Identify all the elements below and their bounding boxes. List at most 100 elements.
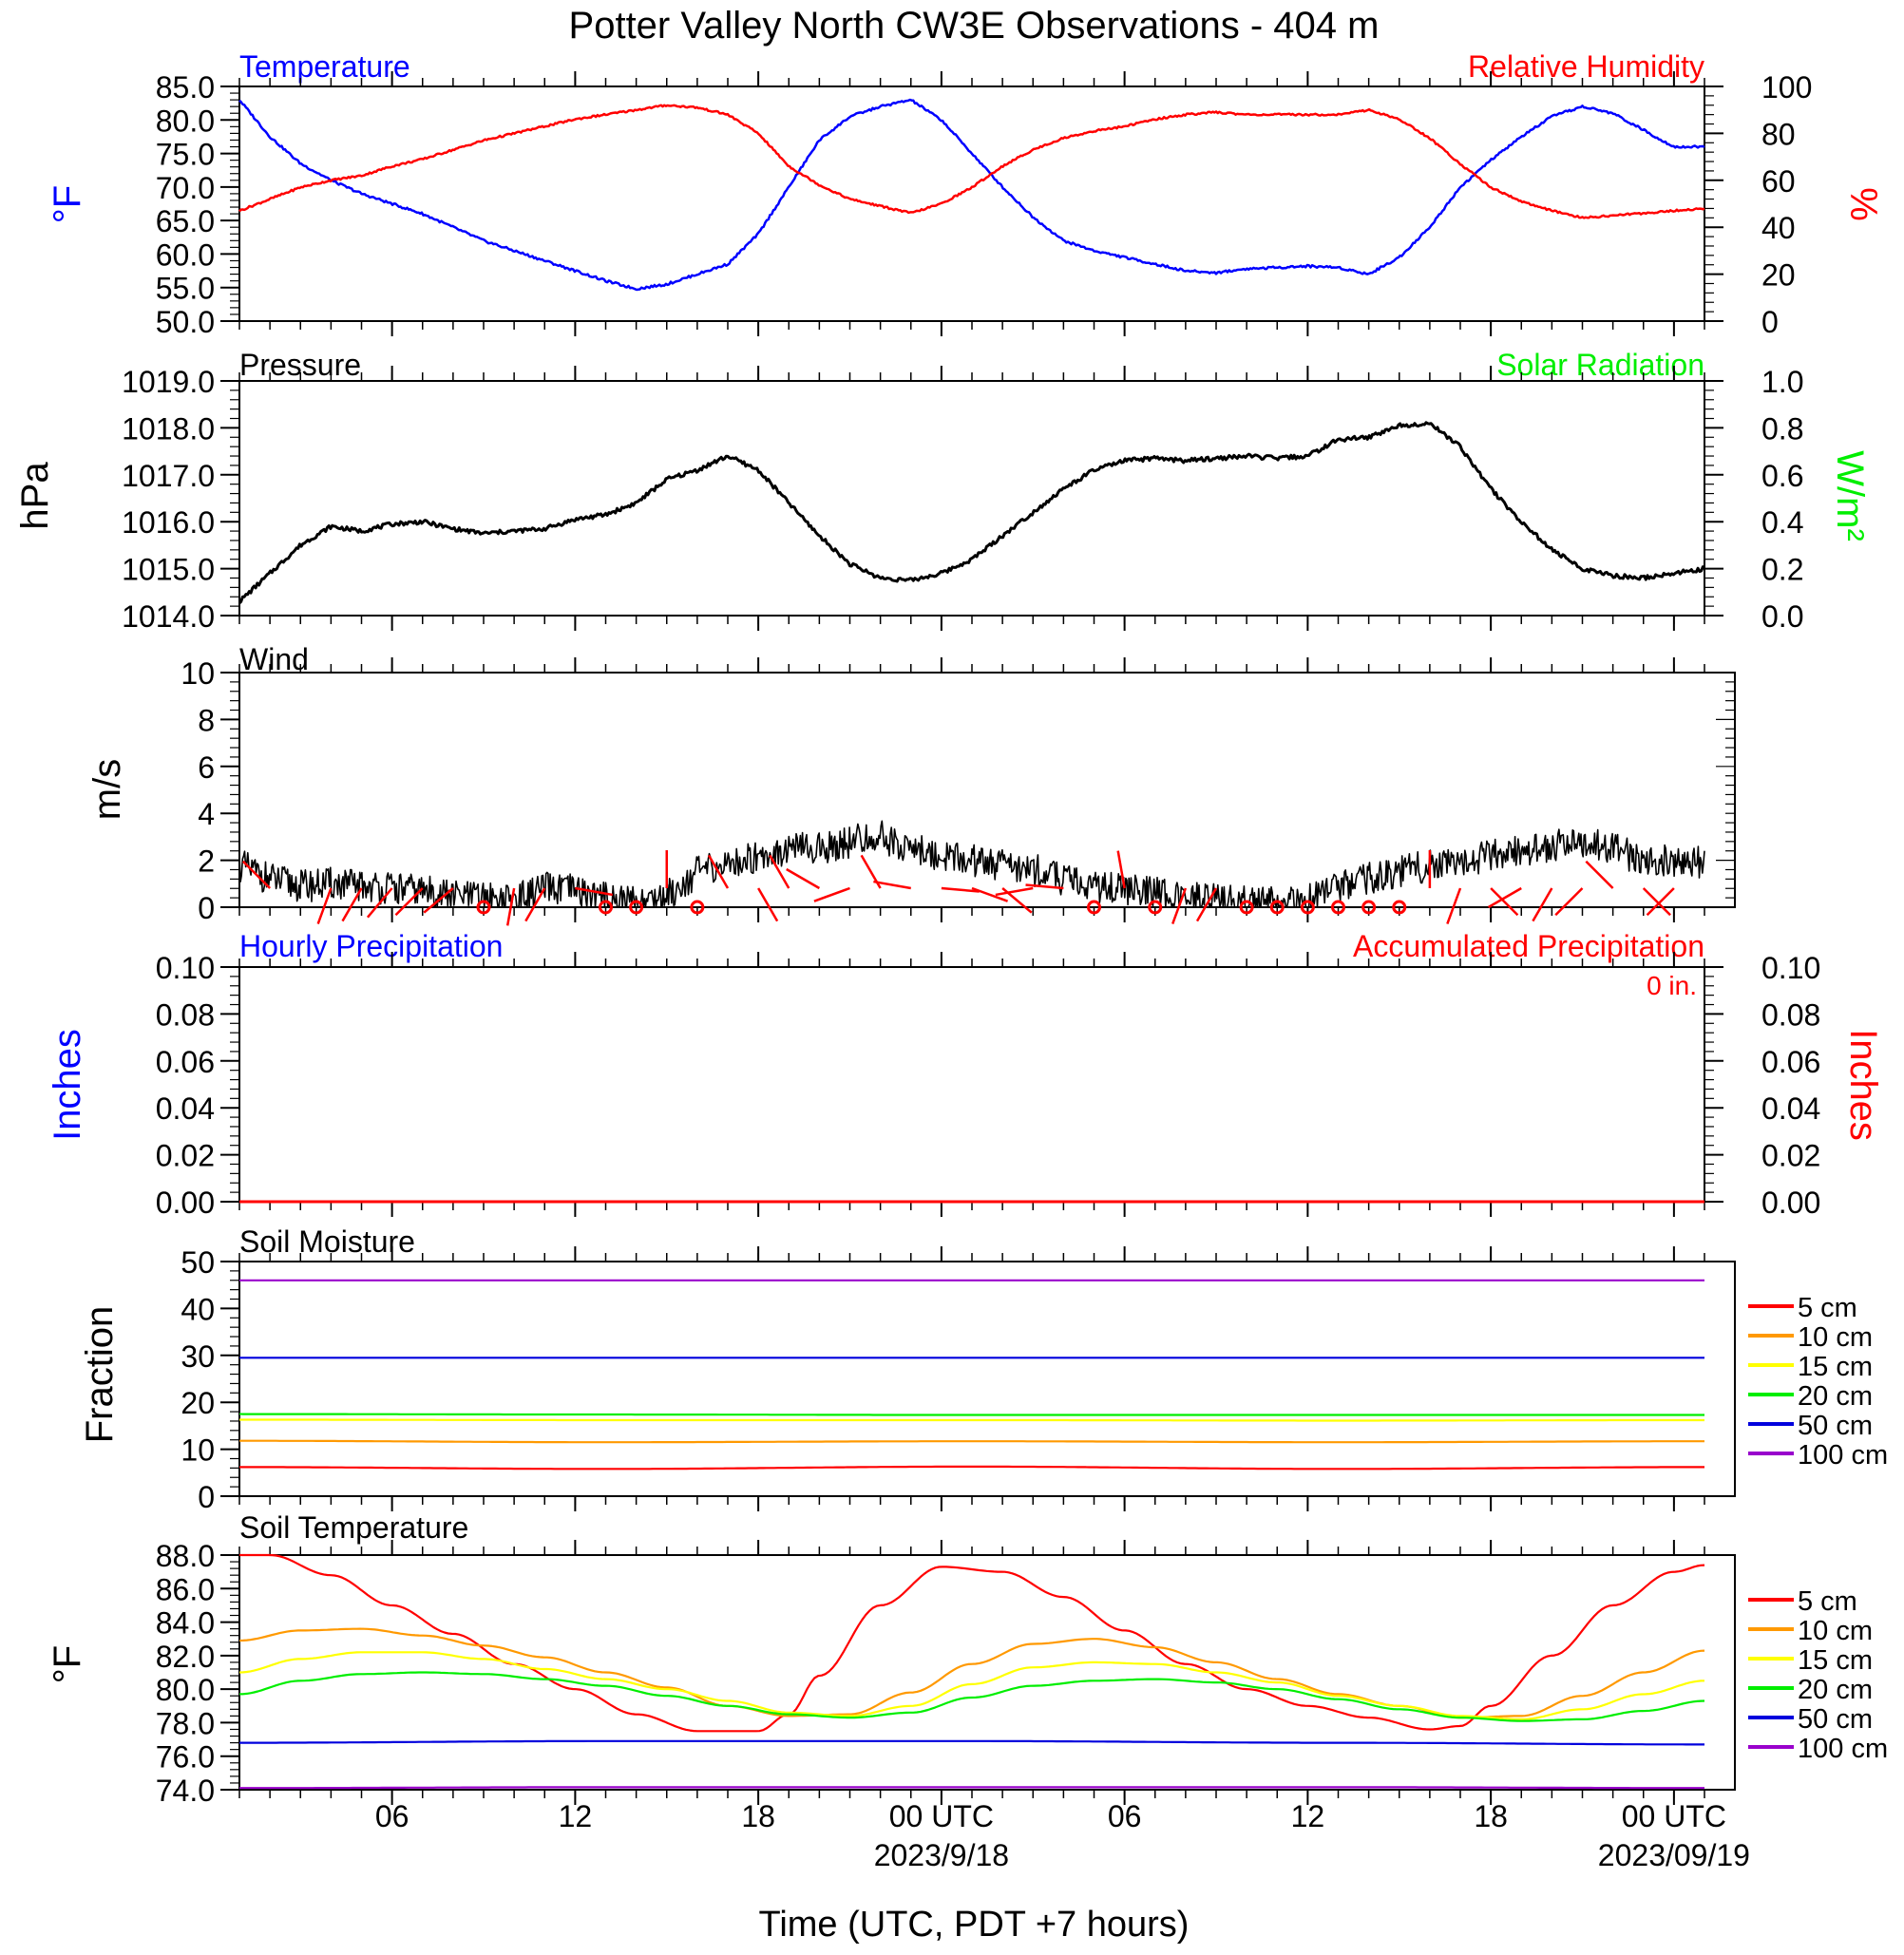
wind-barb [769, 854, 790, 889]
panel-precipitation: Hourly Precipitation Accumulated Precipi… [47, 929, 1884, 1141]
soil-moisture-left-tick-label: 20 [181, 1386, 215, 1420]
wind-barb [1025, 883, 1064, 890]
pressure-series-line-pressure [238, 421, 1706, 604]
precip-right-tick-label: 0.02 [1761, 1139, 1820, 1173]
figure-title: Potter Valley North CW3E Observations - … [569, 5, 1380, 47]
soil-moisture-left-tick-label: 50 [181, 1245, 215, 1280]
soil-temp-legend-label: 50 cm [1798, 1704, 1873, 1735]
accum-precip-title: Accumulated Precipitation [1353, 929, 1704, 963]
soil-temp-left-tick-label: 74.0 [156, 1774, 215, 1808]
temp-rh-right-tick-label: 100 [1761, 70, 1812, 104]
temp-rh-left-tick-label: 65.0 [156, 204, 215, 238]
wind-calm-marker [1239, 900, 1254, 915]
soil-moisture-legend-label: 50 cm [1798, 1411, 1873, 1441]
soil-moisture-left-tick-label: 30 [181, 1339, 215, 1374]
pressure-left-tick-label: 1014.0 [122, 599, 215, 634]
panel-pressure-solar: Pressure Solar Radiation hPa W/m² [14, 348, 1871, 541]
x-tick-label: 18 [1474, 1799, 1508, 1833]
solar-axis-unit: W/m² [1829, 450, 1871, 541]
wind-barb [813, 886, 850, 902]
wind-calm-marker [1300, 900, 1315, 915]
wind-left-tick-label: 8 [198, 703, 215, 737]
wind-barb [1554, 887, 1584, 917]
precip-right-unit: Inches [1842, 1029, 1884, 1141]
wind-barb [1490, 887, 1519, 917]
precip-right-tick-label: 0.10 [1761, 951, 1820, 985]
temp-rh-left-tick-label: 85.0 [156, 70, 215, 104]
wind-barb [873, 880, 911, 890]
precip-left-tick-label: 0.06 [156, 1045, 215, 1079]
soil-temp-legend-label: 15 cm [1798, 1645, 1873, 1676]
precip-plot-frame [238, 966, 1705, 1203]
x-tick-date-label: 2023/9/18 [874, 1838, 1009, 1872]
wind-barb [423, 887, 454, 914]
precip-right-tick-label: 0.04 [1761, 1091, 1820, 1126]
soil-moisture-series-line-20-cm [238, 1413, 1704, 1416]
wind-barb [1171, 887, 1188, 925]
temp-rh-right-tick-label: 0 [1761, 305, 1779, 339]
wind-calm-marker [1392, 900, 1407, 915]
soil-temp-left-tick-label: 76.0 [156, 1740, 215, 1775]
humidity-title: Relative Humidity [1468, 49, 1704, 84]
temp-rh-right-tick-label: 20 [1761, 258, 1796, 293]
soil-temp-plot-frame [238, 1554, 1736, 1791]
x-axis-label: Time (UTC, PDT +7 hours) [759, 1905, 1190, 1945]
panel-soil-temperature: Soil Temperature °F [47, 1510, 468, 1683]
temp-rh-left-tick-label: 60.0 [156, 237, 215, 272]
solar-title: Solar Radiation [1496, 348, 1704, 382]
precip-left-tick-label: 0.04 [156, 1091, 215, 1126]
soil-temp-left-tick-label: 78.0 [156, 1706, 215, 1740]
wind-barb [524, 887, 546, 922]
soil-temp-series-line-50-cm [239, 1739, 1704, 1746]
x-tick-label: 06 [375, 1799, 409, 1833]
pressure-left-tick-label: 1018.0 [122, 411, 215, 446]
wind-calm-marker [690, 900, 705, 915]
temp-rh-left-tick-label: 50.0 [156, 305, 215, 339]
wind-calm-marker [599, 900, 613, 915]
wind-barb [1195, 887, 1218, 922]
wind-calm-marker [1331, 900, 1345, 915]
temperature-axis-unit: °F [47, 185, 88, 223]
wind-left-tick-label: 6 [198, 750, 215, 785]
soil-temp-left-tick-label: 80.0 [156, 1673, 215, 1707]
soil-moisture-legend-label: 15 cm [1798, 1352, 1873, 1382]
soil-temp-left-tick-label: 88.0 [156, 1539, 215, 1573]
soil-temp-left-tick-label: 84.0 [156, 1606, 215, 1641]
soil-moisture-series-line-5-cm [239, 1465, 1704, 1471]
pressure-right-tick-label: 0.0 [1761, 599, 1803, 634]
precip-left-tick-label: 0.08 [156, 997, 215, 1032]
wind-left-tick-label: 2 [198, 845, 215, 879]
wind-calm-marker [1361, 900, 1377, 915]
x-tick-label: 00 UTC [889, 1799, 994, 1833]
panel-temperature-humidity: Temperature Relative Humidity °F % [47, 49, 1884, 223]
soil-temp-legend-label: 5 cm [1798, 1586, 1857, 1617]
soil-temp-left-tick-label: 82.0 [156, 1640, 215, 1674]
temp-rh-left-tick-label: 80.0 [156, 104, 215, 138]
wind-axis-unit: m/s [86, 759, 128, 820]
soil-temperature-axis-unit: °F [47, 1645, 88, 1683]
wind-barb [757, 887, 779, 922]
temp-rh-plot-frame [238, 85, 1705, 322]
soil-moisture-series-line-15-cm [239, 1418, 1704, 1422]
wind-barb [707, 854, 730, 889]
pressure-right-tick-label: 0.8 [1761, 411, 1803, 446]
soil-temp-legend-label: 20 cm [1798, 1675, 1873, 1705]
wind-barb [1646, 887, 1675, 917]
wind-barb [341, 887, 363, 922]
wind-barb [1585, 860, 1614, 889]
pressure-right-tick-label: 0.4 [1761, 505, 1803, 540]
pressure-axis-unit: hPa [14, 462, 56, 530]
wind-barb [366, 887, 393, 919]
temperature-title: Temperature [239, 49, 410, 84]
wind-barb [505, 887, 516, 926]
soil-temp-series-line-100-cm [239, 1786, 1704, 1790]
temp-rh-left-tick-label: 75.0 [156, 138, 215, 172]
wind-barb [995, 886, 1034, 897]
wind-barb [1116, 850, 1126, 889]
pressure-right-tick-label: 0.6 [1761, 459, 1803, 493]
pressure-left-tick-label: 1015.0 [122, 553, 215, 587]
soil-moisture-legend-label: 5 cm [1798, 1293, 1857, 1323]
x-tick-label: 18 [741, 1799, 775, 1833]
wind-barb [941, 886, 980, 893]
